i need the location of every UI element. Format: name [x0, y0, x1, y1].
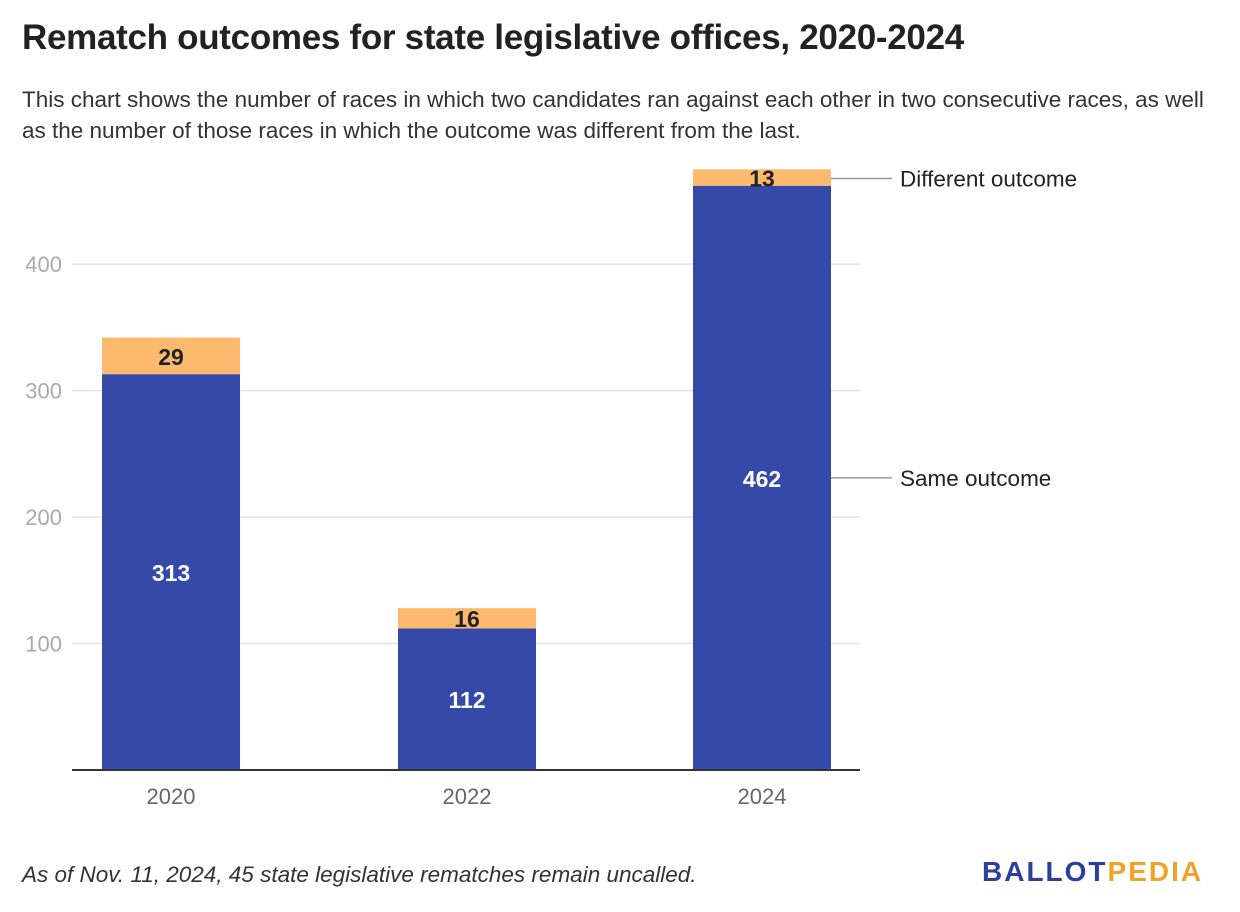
- x-tick-label-2024: 2024: [738, 784, 787, 809]
- data-label-same-outcome: 462: [743, 466, 781, 492]
- footnote: As of Nov. 11, 2024, 45 state legislativ…: [22, 862, 697, 887]
- data-label-different-outcome: 29: [158, 344, 184, 370]
- y-tick-label: 100: [25, 632, 62, 657]
- logo-part-ballot: BALLOT: [982, 856, 1108, 887]
- data-label-same-outcome: 313: [152, 560, 190, 586]
- bar-different-outcome-2024: [693, 169, 831, 186]
- bar-different-outcome-2022: [398, 608, 536, 629]
- data-label-same-outcome: 112: [448, 687, 485, 713]
- bars: [102, 169, 831, 770]
- y-tick-label: 300: [25, 379, 62, 404]
- y-tick-label: 400: [25, 252, 62, 277]
- x-tick-label-2022: 2022: [443, 784, 492, 809]
- data-label-different-outcome: 13: [749, 166, 775, 192]
- bar-same-outcome-2020: [102, 374, 240, 770]
- direct-legend: Different outcome Same outcome: [831, 167, 1077, 491]
- legend-label-different-outcome: Different outcome: [900, 167, 1077, 192]
- bar-different-outcome-2020: [102, 337, 240, 375]
- chart-title: Rematch outcomes for state legislative o…: [22, 18, 964, 57]
- legend-label-same-outcome: Same outcome: [900, 466, 1051, 491]
- bar-same-outcome-2024: [693, 185, 831, 770]
- logo-part-pedia: PEDIA: [1107, 856, 1204, 887]
- data-labels: 313 29 112 16 462 13: [152, 166, 781, 714]
- y-tick-label: 200: [25, 505, 62, 530]
- x-tick-labels: 2020 2022 2024: [147, 784, 787, 809]
- bar-same-outcome-2022: [398, 628, 536, 770]
- data-label-different-outcome: 16: [454, 606, 480, 632]
- x-tick-label-2020: 2020: [147, 784, 196, 809]
- ballotpedia-logo: BALLOTPEDIA: [982, 856, 1203, 888]
- chart-subtitle: This chart shows the number of races in …: [22, 87, 1204, 143]
